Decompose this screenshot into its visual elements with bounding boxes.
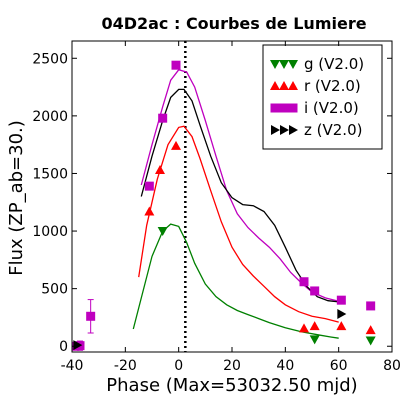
legend-marker: [288, 103, 298, 113]
data-point: [299, 323, 309, 333]
y-tick-label: 2500: [32, 51, 68, 67]
y-axis-title: Flux (ZP_ab=30.): [6, 120, 27, 276]
legend: g (V2.0) r (V2.0) i (V2.0) z (V2.0): [262, 44, 383, 150]
data-point: [366, 301, 376, 311]
data-point: [365, 325, 376, 335]
legend-marker: [270, 60, 280, 69]
y-tick-label: 0: [59, 339, 68, 355]
x-axis-title: Phase (Max=53032.50 mjd): [106, 375, 357, 396]
legend-marker: [288, 81, 298, 90]
data-point: [158, 113, 168, 123]
chart-title: 04D2ac : Courbes de Lumiere: [101, 14, 366, 33]
legend-label: i (V2.0): [304, 99, 359, 117]
legend-marker: [289, 125, 298, 135]
x-tick-label: 60: [330, 358, 348, 374]
data-point: [337, 308, 347, 319]
data-point: [73, 340, 83, 351]
legend-marker: [270, 103, 280, 113]
data-point: [171, 60, 181, 70]
x-tick-label: -20: [114, 358, 137, 374]
data-point: [144, 181, 154, 191]
data-point: [155, 165, 165, 175]
data-point: [157, 227, 168, 237]
legend-marker: [270, 81, 280, 90]
data-point: [299, 277, 309, 287]
data-point: [365, 336, 376, 346]
x-tick-label: 80: [383, 358, 400, 374]
data-point: [310, 286, 320, 296]
y-tick-label: 500: [41, 282, 68, 298]
data-point: [171, 140, 181, 150]
data-point: [336, 295, 346, 305]
legend-marker: [280, 125, 289, 135]
x-tick-label: 20: [223, 358, 241, 374]
y-tick-label: 1500: [32, 166, 68, 182]
x-tick-label: 40: [276, 358, 294, 374]
legend-marker: [279, 60, 289, 69]
y-tick-label: 1000: [32, 224, 68, 240]
legend-label: r (V2.0): [304, 77, 361, 95]
data-point: [336, 321, 347, 331]
legend-marker: [279, 103, 289, 113]
legend-marker: [279, 81, 289, 90]
data-point: [144, 206, 155, 216]
legend-marker: [271, 125, 280, 135]
legend-label: g (V2.0): [304, 55, 364, 73]
data-point: [86, 311, 96, 321]
legend-label: z (V2.0): [304, 121, 362, 139]
model-curve: [138, 125, 339, 323]
data-point: [309, 335, 320, 345]
y-tick-label: 2000: [32, 109, 68, 125]
x-tick-label: 0: [174, 358, 183, 374]
x-tick-label: -40: [61, 358, 84, 374]
data-point: [309, 321, 320, 331]
legend-marker: [288, 60, 298, 69]
